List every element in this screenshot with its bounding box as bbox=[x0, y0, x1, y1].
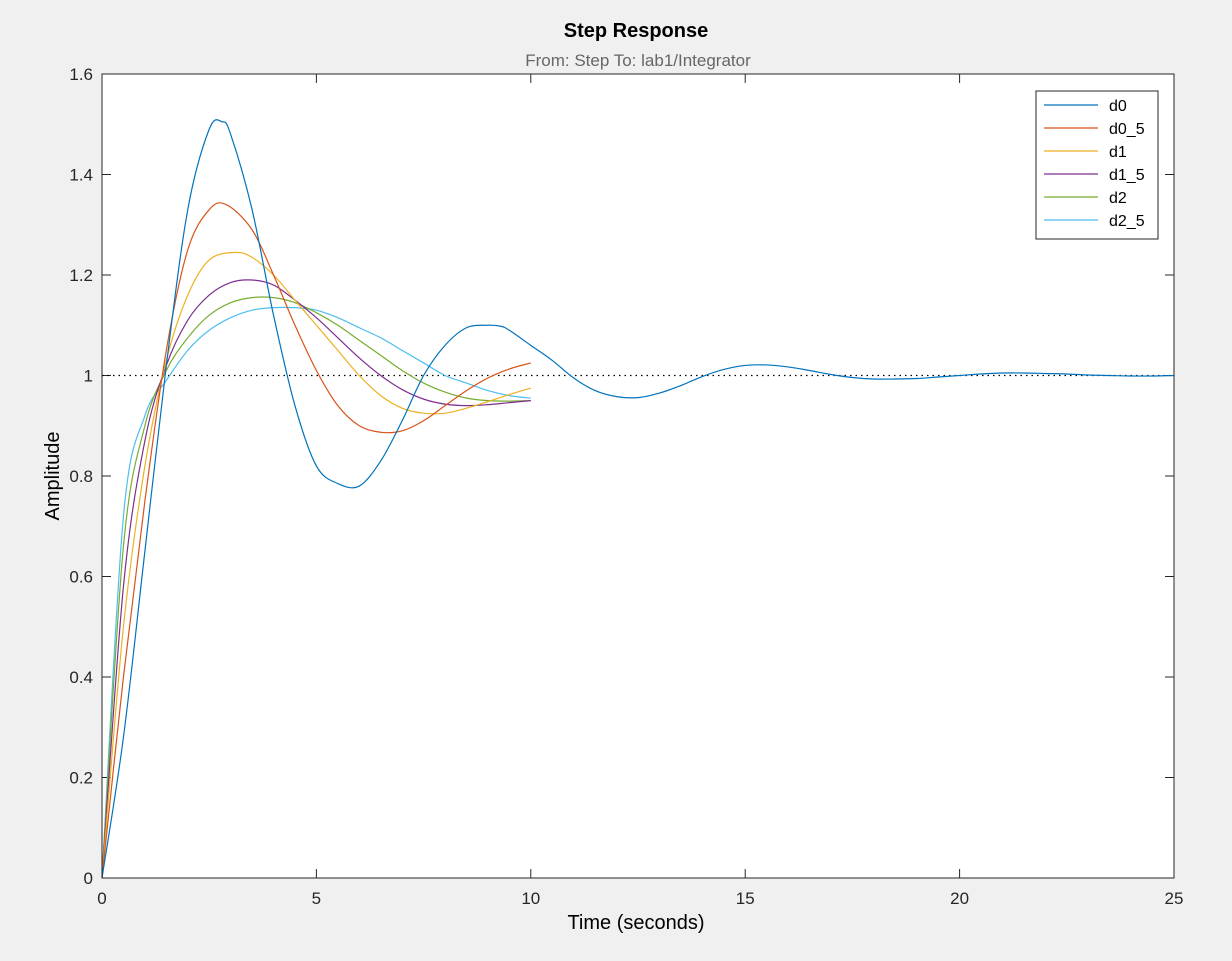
y-tick-label: 0.8 bbox=[69, 467, 93, 486]
legend-label: d0 bbox=[1109, 98, 1127, 115]
axes-box bbox=[101, 73, 1175, 879]
y-axis-label: Amplitude bbox=[42, 432, 64, 521]
x-tick-label: 25 bbox=[1165, 889, 1184, 908]
y-tick-label: 1.4 bbox=[69, 166, 93, 185]
legend-label: d0_5 bbox=[1109, 121, 1145, 138]
plot-area bbox=[102, 74, 1174, 878]
chart-title: Step Response bbox=[564, 20, 708, 42]
series-line-d0-5 bbox=[102, 202, 531, 878]
y-tick-label: 1 bbox=[84, 367, 93, 386]
y-tick-label: 1.2 bbox=[69, 266, 93, 285]
y-tick-label: 1.6 bbox=[69, 65, 93, 84]
y-tick-labels: 0 0.2 0.4 0.6 0.8 1 1.2 1.4 1.6 bbox=[69, 65, 93, 888]
y-tick-label: 0.2 bbox=[69, 769, 93, 788]
x-tick-label: 10 bbox=[521, 889, 540, 908]
legend-item-d1-5[interactable]: d1_5 bbox=[1044, 167, 1145, 184]
x-axis-label: Time (seconds) bbox=[567, 912, 704, 934]
legend-label: d2 bbox=[1109, 190, 1127, 207]
legend-item-d0-5[interactable]: d0_5 bbox=[1044, 121, 1145, 138]
y-tick-label: 0.4 bbox=[69, 668, 93, 687]
x-tick-label: 0 bbox=[97, 889, 106, 908]
x-tick-label: 5 bbox=[312, 889, 321, 908]
legend-item-d1[interactable]: d1 bbox=[1044, 144, 1127, 161]
legend-label: d1_5 bbox=[1109, 167, 1145, 184]
legend-item-d2-5[interactable]: d2_5 bbox=[1044, 213, 1145, 230]
y-tick-label: 0.6 bbox=[69, 568, 93, 587]
y-tick-label: 0 bbox=[84, 869, 93, 888]
series-line-d2-5 bbox=[102, 306, 531, 878]
series-layer bbox=[102, 119, 1174, 878]
legend[interactable]: d0 d0_5 d1 d1_5 d2 d2_5 bbox=[1035, 90, 1159, 240]
series-line-d1-5 bbox=[102, 279, 531, 878]
legend-label: d1 bbox=[1109, 144, 1127, 161]
series-line-d0 bbox=[102, 119, 1174, 878]
legend-item-d0[interactable]: d0 bbox=[1044, 98, 1127, 115]
series-line-d1 bbox=[102, 251, 531, 878]
x-tick-label: 20 bbox=[950, 889, 969, 908]
chart-subtitle: From: Step To: lab1/Integrator bbox=[525, 51, 751, 70]
x-tick-labels: 0 5 10 15 20 25 bbox=[97, 889, 1183, 908]
legend-box bbox=[1035, 90, 1159, 240]
x-tick-label: 15 bbox=[736, 889, 755, 908]
legend-label: d2_5 bbox=[1109, 213, 1145, 230]
legend-item-d2[interactable]: d2 bbox=[1044, 190, 1127, 207]
